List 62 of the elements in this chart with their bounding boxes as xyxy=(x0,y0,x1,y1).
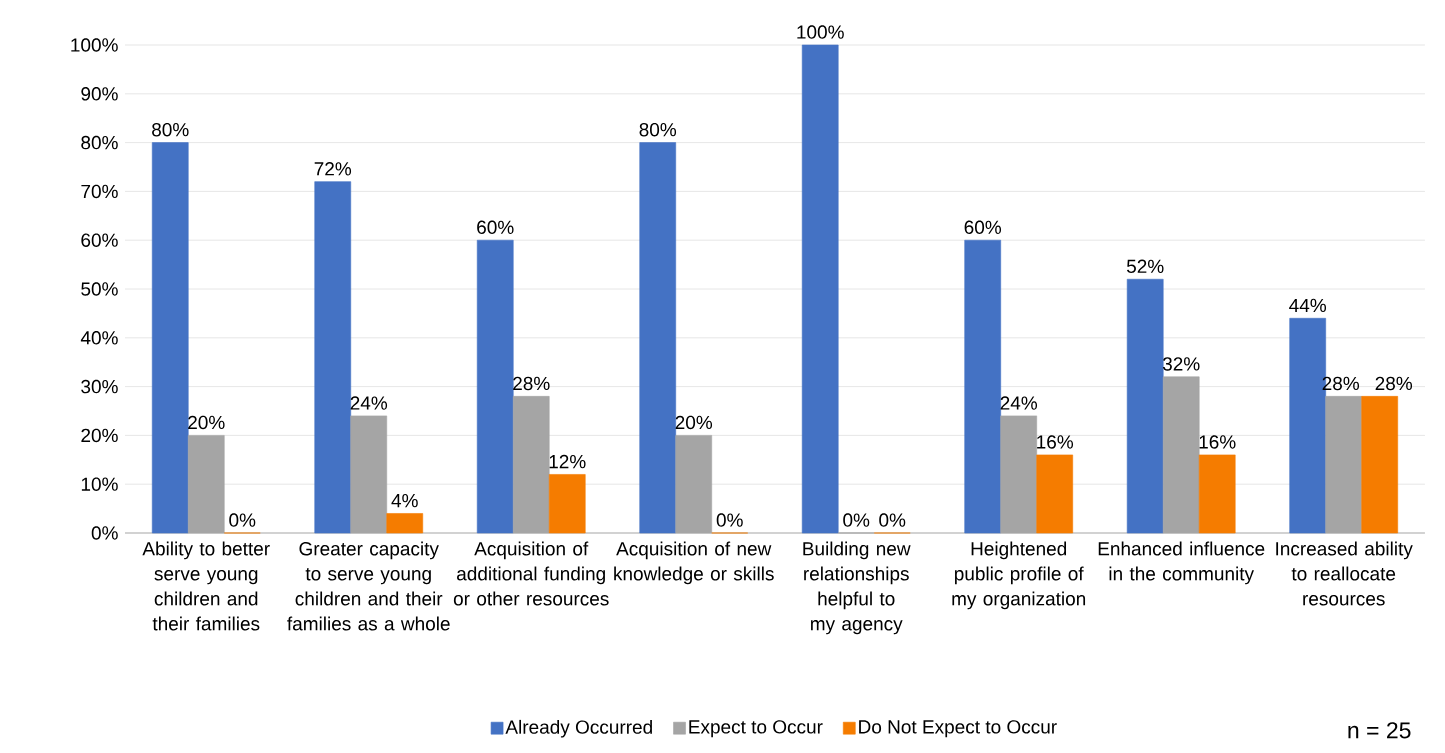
data-label: 16% xyxy=(1199,435,1236,449)
y-tick-label: 30% xyxy=(81,379,118,394)
legend-label: Already Occurred xyxy=(505,719,652,738)
data-label: 32% xyxy=(1162,357,1200,371)
bar xyxy=(1198,454,1236,534)
data-label: 52% xyxy=(1126,259,1164,274)
x-tick-label: Enhanced influence in the community xyxy=(1098,541,1265,585)
y-tick-label: 80% xyxy=(81,135,118,150)
data-label: 0% xyxy=(879,513,906,527)
data-label: 12% xyxy=(549,454,586,469)
bar xyxy=(386,513,424,534)
bar xyxy=(350,415,388,534)
data-label: 60% xyxy=(477,220,514,234)
bar xyxy=(548,474,586,534)
x-tick-label: Heightened public profile of my organization xyxy=(952,541,1086,610)
bar xyxy=(314,181,352,534)
data-label: 80% xyxy=(639,122,677,137)
bar xyxy=(1036,454,1074,534)
bar xyxy=(639,142,677,534)
data-label: 20% xyxy=(188,415,225,430)
y-tick-label: 20% xyxy=(81,428,118,443)
x-tick-label: Building new relationships helpful to my agency xyxy=(803,541,911,635)
x-tick-label: Greater capacity to serve young children and their families as a whole xyxy=(287,541,450,631)
bar xyxy=(512,396,550,534)
bar xyxy=(476,239,514,534)
data-label: 28% xyxy=(1375,376,1413,391)
x-tick-label: Increased ability to reallocate resources xyxy=(1276,541,1413,606)
text: n = 25 xyxy=(1348,722,1411,739)
bar xyxy=(964,239,1002,534)
bar xyxy=(1361,396,1398,534)
x-tick-label: Acquisition of additional funding or other resources xyxy=(453,541,609,606)
bar xyxy=(187,435,225,534)
data-label: 16% xyxy=(1037,435,1074,449)
data-label: 4% xyxy=(391,494,418,508)
y-tick-label: 40% xyxy=(80,331,118,345)
y-tick-label: 70% xyxy=(81,184,118,199)
bar xyxy=(1162,376,1200,534)
data-label: 60% xyxy=(964,220,1002,234)
y-tick-label: 60% xyxy=(81,233,118,247)
y-tick-label: 50% xyxy=(81,282,118,296)
legend-label: Do Not Expect to Occur xyxy=(859,720,1057,738)
bar xyxy=(1325,396,1362,534)
data-label: 0% xyxy=(716,513,743,527)
x-tick-label: Ability to better serve young children and their families xyxy=(142,541,270,631)
bar xyxy=(1126,278,1164,534)
data-label: 28% xyxy=(513,376,550,391)
data-label: 80% xyxy=(152,122,189,137)
data-label: 0% xyxy=(229,513,256,527)
x-tick-label: Acquisition of new knowledge or skills xyxy=(614,541,774,585)
y-tick-label: 90% xyxy=(81,87,118,101)
bar xyxy=(675,435,713,534)
legend-label: Expect to Occur xyxy=(689,720,823,738)
data-label: 100% xyxy=(797,25,844,39)
data-label: 44% xyxy=(1289,298,1327,313)
data-label: 0% xyxy=(843,513,870,527)
bar xyxy=(151,142,189,534)
data-label: 72% xyxy=(314,162,352,176)
y-tick-label: 10% xyxy=(81,477,118,491)
bar xyxy=(1000,415,1038,534)
y-tick-label: 100% xyxy=(71,38,118,52)
y-tick-label: 0% xyxy=(91,526,118,540)
bar xyxy=(801,44,839,534)
